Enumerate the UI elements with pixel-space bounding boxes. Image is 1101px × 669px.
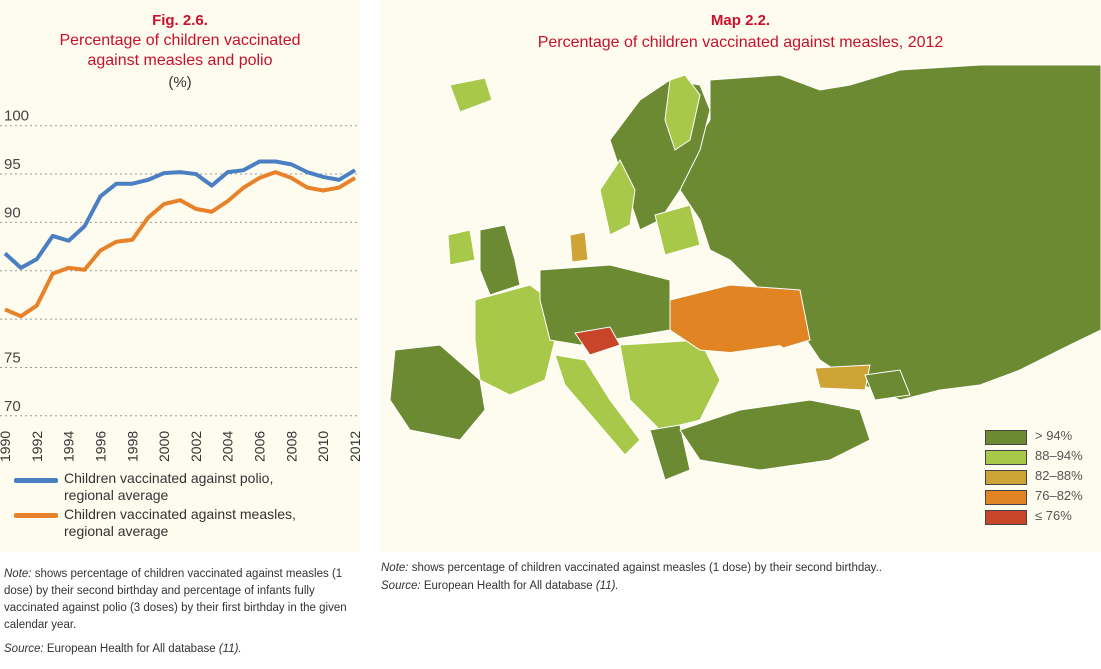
region-italy — [554, 354, 641, 456]
figure-title-line2: against measles and polio — [87, 52, 273, 69]
region-greece — [649, 424, 691, 481]
region-ireland — [447, 229, 476, 266]
y-tick-label: 90 — [4, 204, 21, 221]
legend-swatch-polio — [14, 478, 58, 483]
x-tick-label: 2010 — [315, 431, 331, 462]
map-legend-label-1: 88–94% — [1035, 448, 1083, 463]
black-sea — [710, 345, 800, 385]
region-iceland — [449, 77, 493, 113]
x-tick-label: 1994 — [61, 431, 77, 462]
map-title: Percentage of children vaccinated agains… — [537, 34, 944, 51]
line-chart: 100 95 90 75 70 1990 1992 1994 1996 1998 2000 2002 2… — [0, 108, 360, 462]
y-tick-label: 70 — [4, 398, 21, 415]
legend-swatch-measles — [14, 513, 58, 518]
region-caucasus — [864, 369, 911, 401]
x-tick-label: 2000 — [156, 431, 172, 462]
map-legend-swatch-1 — [985, 450, 1027, 465]
figure-title-line1: Percentage of children vaccinated — [59, 32, 301, 49]
map-legend-swatch-2 — [985, 470, 1027, 485]
map-legend-label-3: 76–82% — [1035, 488, 1083, 503]
region-sweden — [599, 159, 636, 236]
right-note: Note: shows percentage of children vacci… — [381, 562, 882, 574]
region-france — [474, 284, 556, 396]
map-legend-label-2: 82–88% — [1035, 468, 1083, 483]
map-legend-swatch-3 — [985, 490, 1027, 505]
region-denmark — [569, 231, 589, 263]
x-tick-label: 2002 — [188, 431, 204, 462]
region-turkey — [679, 399, 871, 471]
legend-polio: Children vaccinated against polio, region… — [64, 470, 274, 503]
map-legend-label-0: > 94% — [1035, 428, 1073, 443]
x-tick-label: 2012 — [347, 431, 360, 462]
x-tick-label: 1990 — [0, 431, 13, 462]
x-tick-label: 1998 — [124, 431, 140, 462]
y-tick-label: 75 — [4, 349, 21, 366]
map-legend-swatch-0 — [985, 430, 1027, 445]
region-iberia — [389, 344, 486, 441]
x-tick-label: 2008 — [283, 431, 299, 462]
figure-number: Fig. 2.6. — [152, 12, 208, 29]
left-source: Source: European Health for All database… — [4, 643, 242, 655]
left-note: Note: shows percentage of children vacci… — [4, 568, 347, 631]
region-baltics — [654, 204, 701, 256]
measles-series-line — [4, 170, 357, 319]
region-ukraine — [669, 284, 811, 356]
y-tick-label: 100 — [4, 108, 29, 125]
region-finland — [664, 74, 701, 151]
figure-unit: (%) — [168, 74, 192, 91]
x-tick-label: 2004 — [220, 431, 236, 462]
region-georgia — [814, 364, 871, 391]
region-balkans — [619, 339, 721, 431]
x-tick-label: 1996 — [92, 431, 108, 462]
polio-series-line — [3, 159, 357, 270]
map-number: Map 2.2. — [710, 12, 771, 29]
europe-map — [389, 64, 1101, 481]
region-uk — [479, 224, 521, 296]
y-tick-label: 95 — [4, 156, 21, 173]
map-panel: Map 2.2. Percentage of children vaccinat… — [380, 0, 1101, 552]
right-source: Source: European Health for All database… — [381, 580, 619, 592]
x-tick-label: 1992 — [29, 431, 45, 462]
map-legend-swatch-4 — [985, 510, 1027, 525]
legend-measles: Children vaccinated against measles, regi… — [64, 506, 296, 539]
map-legend-label-4: ≤ 76% — [1035, 508, 1072, 523]
figure-panel: Fig. 2.6. Percentage of children vaccina… — [0, 0, 360, 552]
x-tick-label: 2006 — [252, 431, 268, 462]
